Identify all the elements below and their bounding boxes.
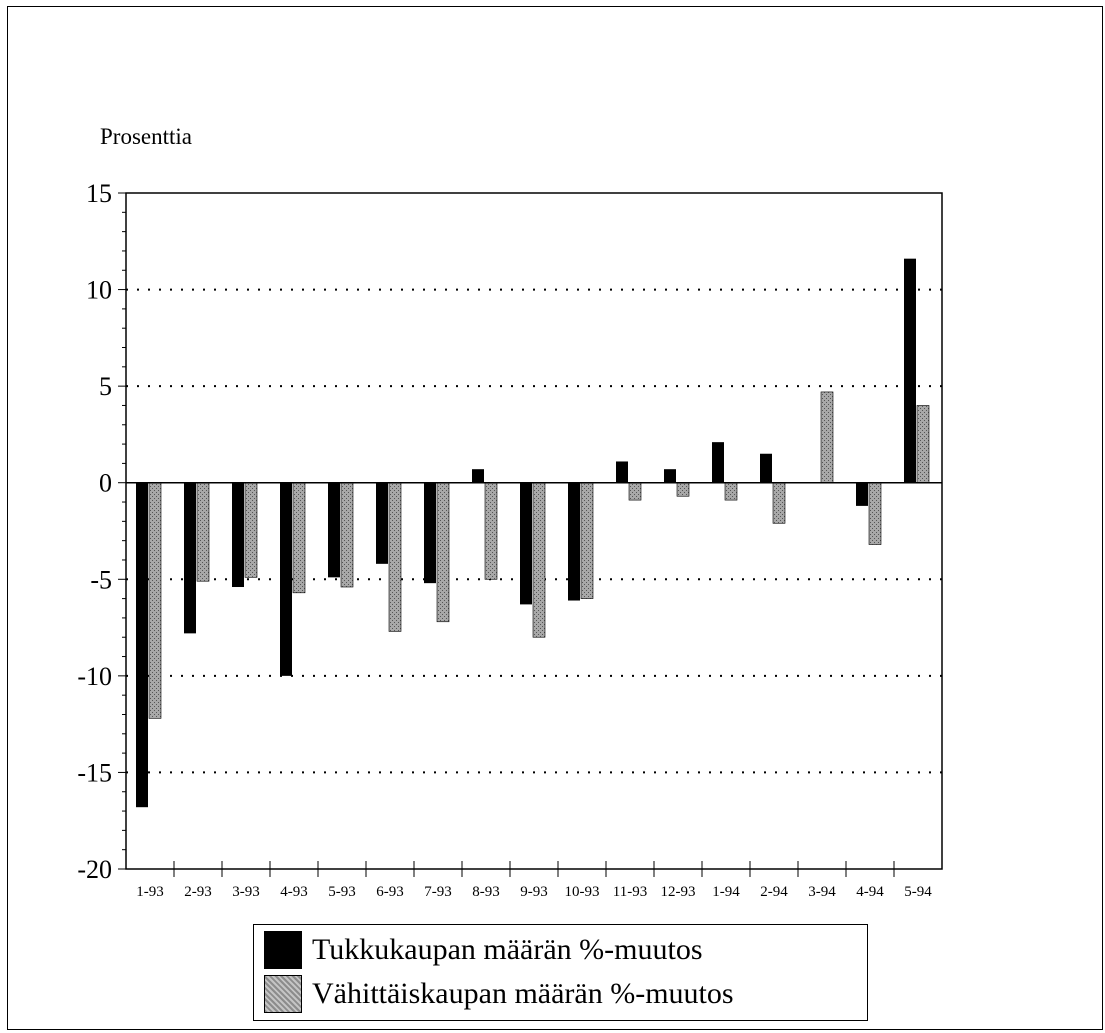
legend-label-wholesale: Tukkukaupan määrän %-muutos <box>312 933 703 966</box>
bar-wholesale <box>904 258 916 483</box>
y-axis-label: Prosenttia <box>100 124 192 149</box>
bar-wholesale <box>760 453 772 483</box>
bars <box>136 258 930 808</box>
bar-retail <box>292 482 306 594</box>
x-tick-label: 5-94 <box>904 884 932 900</box>
bar-wholesale <box>424 482 436 584</box>
bar-wholesale <box>472 469 484 483</box>
x-tick-label: 3-93 <box>232 884 260 900</box>
y-tick-label: 0 <box>99 469 112 498</box>
bar-retail <box>916 405 930 484</box>
legend-label-retail: Vähittäiskaupan määrän %-muutos <box>312 977 734 1010</box>
y-tick-label: 15 <box>86 179 112 208</box>
bar-wholesale <box>568 482 580 601</box>
y-tick-label: -15 <box>77 758 112 787</box>
bar-retail <box>676 482 690 497</box>
x-ticks: 1-93 2-93 3-93 4-93 5-93 6-93 7-93 8-93 9-93 10-9… <box>136 884 932 900</box>
bar-wholesale <box>280 482 292 676</box>
legend-item-wholesale: Tukkukaupan määrän %-muutos <box>264 930 703 970</box>
bar-retail <box>772 482 786 524</box>
x-tick-label: 6-93 <box>376 884 404 900</box>
x-tick-label: 8-93 <box>472 884 500 900</box>
x-tick-label: 4-94 <box>856 884 884 900</box>
bar-retail <box>628 482 642 501</box>
bar-retail <box>724 482 738 501</box>
x-tick-label: 5-93 <box>328 884 356 900</box>
bar-retail <box>196 482 210 582</box>
bar-wholesale <box>184 482 196 634</box>
x-tick-label: 7-93 <box>424 884 452 900</box>
bar-wholesale <box>376 482 388 564</box>
bar-wholesale <box>664 469 676 483</box>
bar-retail <box>484 482 498 580</box>
x-tick-label: 1-93 <box>136 884 164 900</box>
legend-item-retail: Vähittäiskaupan määrän %-muutos <box>264 974 734 1014</box>
x-tick-label: 3-94 <box>808 884 836 900</box>
axes <box>118 192 943 877</box>
bar-wholesale <box>328 482 340 578</box>
bar-retail <box>868 482 882 545</box>
bar-retail <box>820 391 834 484</box>
y-ticks: 15 10 5 0 -5 -10 -15 -20 <box>77 179 112 884</box>
legend-swatch-retail <box>264 975 302 1013</box>
y-tick-label: 5 <box>99 372 112 401</box>
bar-wholesale <box>856 482 868 506</box>
x-tick-label: 12-93 <box>661 884 696 900</box>
bar-retail <box>388 482 402 632</box>
bar-retail <box>148 482 162 719</box>
plot-border <box>125 192 943 870</box>
x-tick-label: 10-93 <box>565 884 600 900</box>
x-tick-label: 11-93 <box>613 884 647 900</box>
y-tick-label: -5 <box>90 565 112 594</box>
x-tick-label: 2-93 <box>184 884 212 900</box>
bar-wholesale <box>232 482 244 588</box>
bar-wholesale <box>136 482 148 808</box>
bar-retail <box>532 482 546 638</box>
x-tick-label: 1-94 <box>712 884 740 900</box>
legend-swatch-wholesale <box>264 931 302 969</box>
y-tick-label: -20 <box>77 855 112 884</box>
bar-wholesale <box>616 461 628 483</box>
bar-retail <box>436 482 450 623</box>
x-tick-label: 2-94 <box>760 884 788 900</box>
y-tick-label: -10 <box>77 662 112 691</box>
bar-wholesale <box>520 482 532 605</box>
y-tick-label: 10 <box>86 276 112 305</box>
bar-retail <box>340 482 354 588</box>
x-tick-label: 9-93 <box>520 884 548 900</box>
bar-retail <box>580 482 594 599</box>
bar-retail <box>244 482 258 578</box>
legend: Tukkukaupan määrän %-muutos Vähittäiskau… <box>253 924 868 1021</box>
x-tick-label: 4-93 <box>280 884 308 900</box>
bar-wholesale <box>712 442 724 483</box>
